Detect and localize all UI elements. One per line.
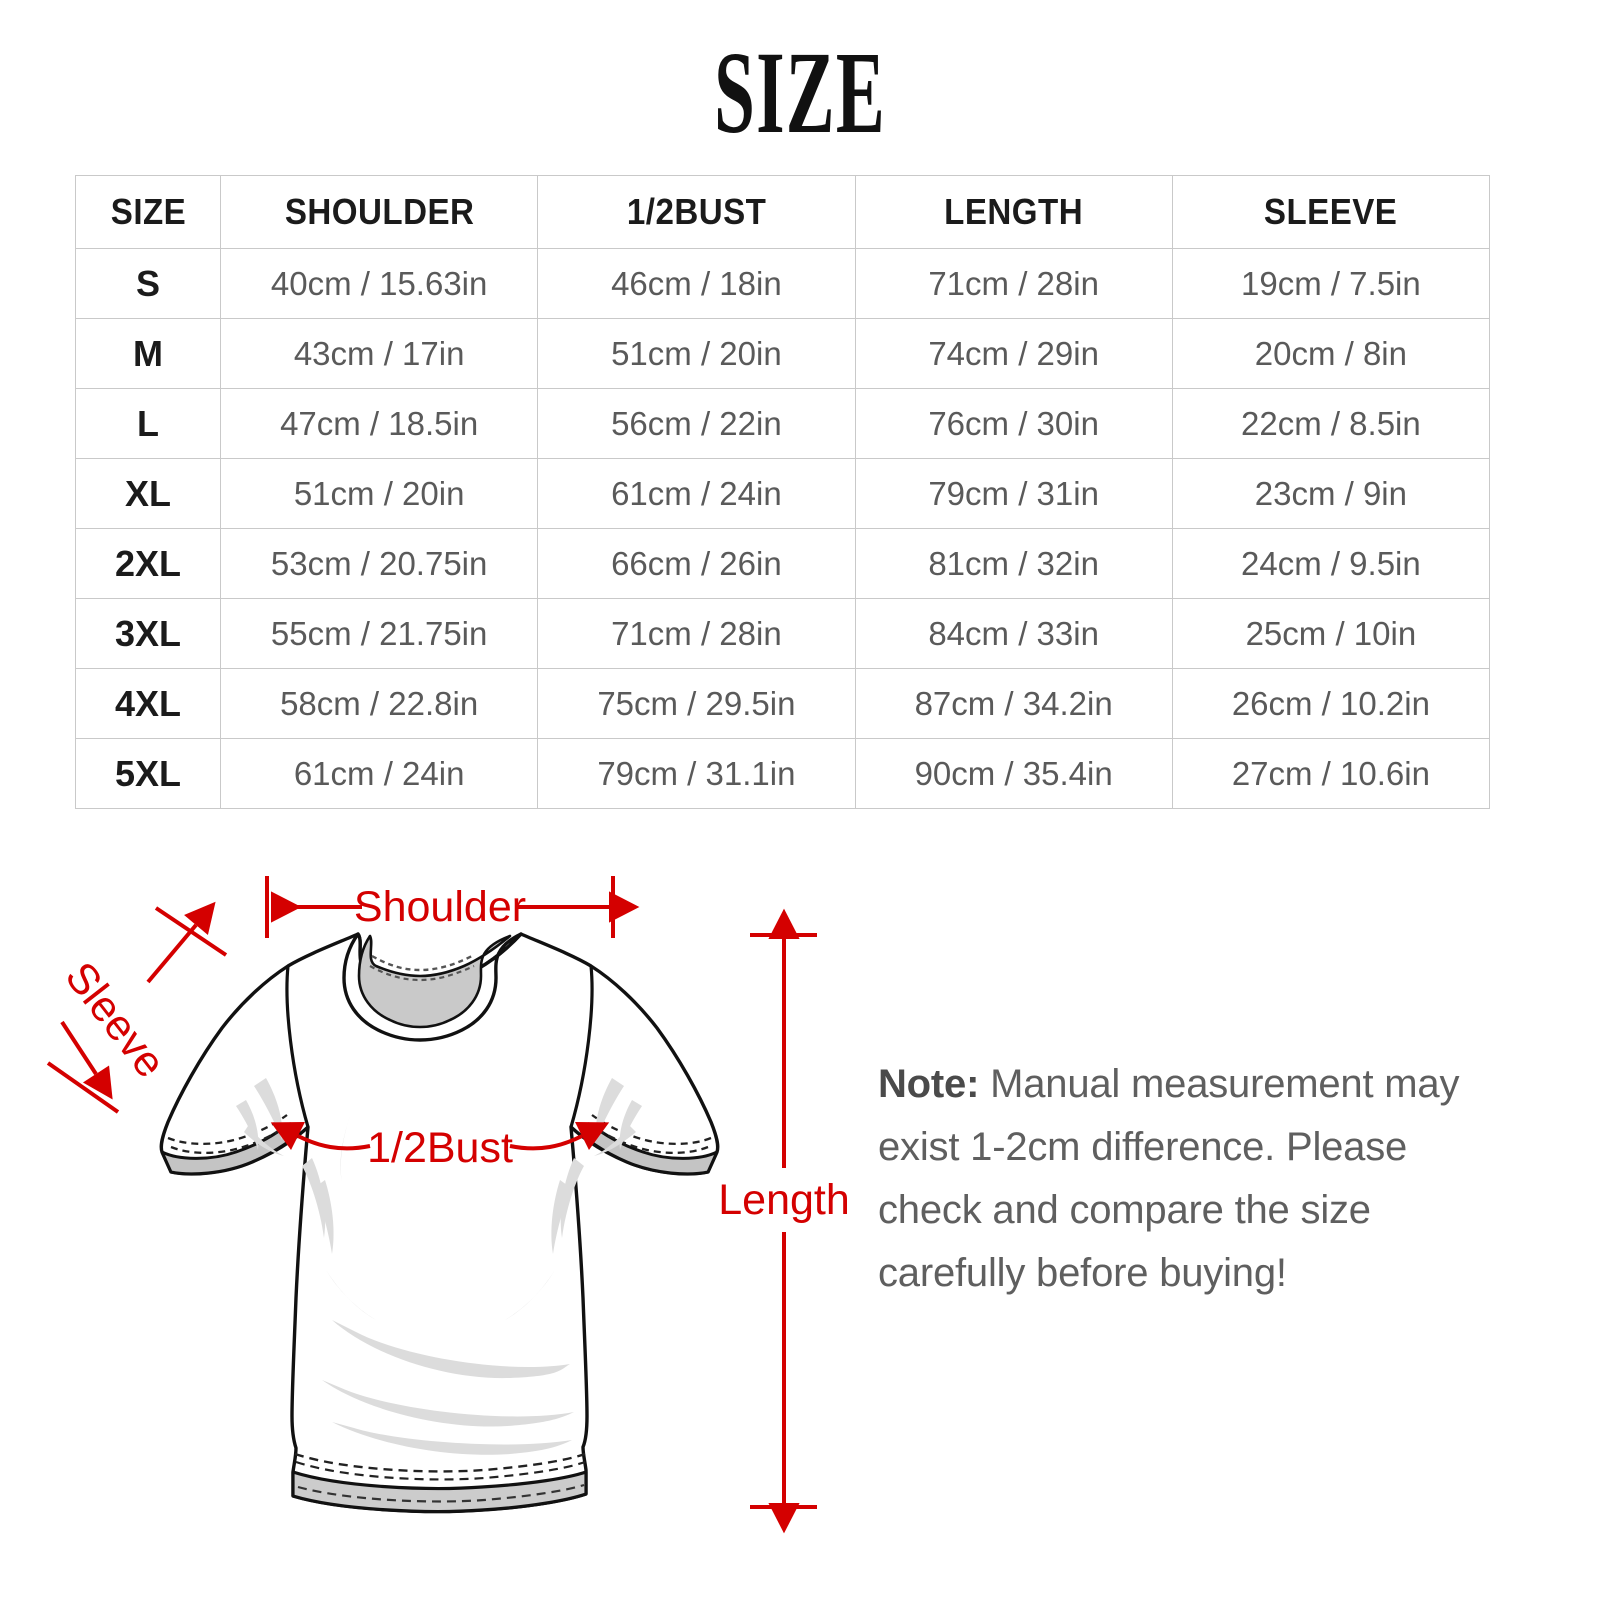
- bust-value: 46cm / 18in: [537, 248, 856, 319]
- table-row: 5XL 61cm / 24in 79cm / 31.1in 90cm / 35.…: [75, 738, 1491, 809]
- shoulder-value: 58cm / 22.8in: [219, 668, 539, 739]
- table-row: S 40cm / 15.63in 46cm / 18in 71cm / 28in…: [75, 248, 1491, 319]
- bust-value: 56cm / 22in: [537, 388, 856, 459]
- length-value: 84cm / 33in: [854, 598, 1173, 669]
- sleeve-value: 24cm / 9.5in: [1171, 528, 1491, 599]
- bust-value: 61cm / 24in: [537, 458, 856, 529]
- size-label: M: [75, 318, 221, 389]
- table-row: 4XL 58cm / 22.8in 75cm / 29.5in 87cm / 3…: [75, 668, 1491, 739]
- column-header-bust: 1/2BUST: [549, 175, 843, 249]
- bust-label: 1/2Bust: [367, 1124, 513, 1172]
- shoulder-label: Shoulder: [354, 883, 526, 931]
- shoulder-value: 47cm / 18.5in: [219, 388, 539, 459]
- shoulder-value: 53cm / 20.75in: [219, 528, 539, 599]
- length-value: 76cm / 30in: [854, 388, 1173, 459]
- size-label: S: [75, 248, 221, 319]
- shoulder-value: 40cm / 15.63in: [219, 248, 539, 319]
- shoulder-annotation: Shoulder: [265, 876, 640, 938]
- length-value: 71cm / 28in: [854, 248, 1173, 319]
- hem-stitch-1: [294, 1452, 586, 1473]
- note-body: Manual measurement may exist 1-2cm diffe…: [878, 1062, 1460, 1295]
- length-value: 81cm / 32in: [854, 528, 1173, 599]
- note-prefix: Note:: [878, 1062, 980, 1106]
- page-title: SIZE: [714, 27, 886, 158]
- shoulder-value: 51cm / 20in: [219, 458, 539, 529]
- bust-value: 79cm / 31.1in: [537, 738, 856, 809]
- bust-arrow-right: [509, 1122, 610, 1151]
- sleeve-arrow-down: [60, 1020, 113, 1100]
- sleeve-value: 26cm / 10.2in: [1171, 668, 1491, 739]
- sleeve-tick-lower: [46, 1061, 120, 1114]
- column-header-size: SIZE: [80, 175, 216, 249]
- bust-value: 66cm / 26in: [537, 528, 856, 599]
- table-row: 2XL 53cm / 20.75in 66cm / 26in 81cm / 32…: [75, 528, 1491, 599]
- bust-annotation: 1/2Bust: [270, 1122, 610, 1172]
- table-row: M 43cm / 17in 51cm / 20in 74cm / 29in 20…: [75, 318, 1491, 389]
- shoulder-value: 61cm / 24in: [219, 738, 539, 809]
- length-value: 74cm / 29in: [854, 318, 1173, 389]
- table-row: XL 51cm / 20in 61cm / 24in 79cm / 31in 2…: [75, 458, 1491, 529]
- sleeve-value: 23cm / 9in: [1171, 458, 1491, 529]
- size-table-container: SIZE SHOULDER 1/2BUST LENGTH SLEEVE S 40…: [75, 175, 1491, 809]
- collar-inner-shade: [357, 934, 512, 1029]
- bust-arrow-left: [270, 1122, 371, 1151]
- column-header-sleeve: SLEEVE: [1184, 175, 1478, 249]
- hem-shade: [291, 1470, 588, 1514]
- length-annotation: Length: [718, 908, 850, 1534]
- size-label: XL: [75, 458, 221, 529]
- sleeve-value: 19cm / 7.5in: [1171, 248, 1491, 319]
- bust-value: 75cm / 29.5in: [537, 668, 856, 739]
- table-header-row: SIZE SHOULDER 1/2BUST LENGTH SLEEVE: [76, 175, 1490, 249]
- sleeve-seam-left: [285, 965, 310, 1128]
- hem-stitch-2: [295, 1460, 586, 1481]
- sleeve-seam-right: [569, 965, 594, 1128]
- size-label: 2XL: [75, 528, 221, 599]
- bust-value: 71cm / 28in: [537, 598, 856, 669]
- table-row: L 47cm / 18.5in 56cm / 22in 76cm / 30in …: [75, 388, 1491, 459]
- measurement-diagram: Shoulder Sleeve 1/2Bust: [40, 850, 880, 1550]
- column-header-length: LENGTH: [867, 175, 1161, 249]
- size-table: SIZE SHOULDER 1/2BUST LENGTH SLEEVE S 40…: [75, 175, 1491, 809]
- length-value: 79cm / 31in: [854, 458, 1173, 529]
- sleeve-value: 20cm / 8in: [1171, 318, 1491, 389]
- size-label: 3XL: [75, 598, 221, 669]
- table-row: 3XL 55cm / 21.75in 71cm / 28in 84cm / 33…: [75, 598, 1491, 669]
- length-value: 90cm / 35.4in: [854, 738, 1173, 809]
- size-label: L: [75, 388, 221, 459]
- sleeve-value: 22cm / 8.5in: [1171, 388, 1491, 459]
- shoulder-value: 55cm / 21.75in: [219, 598, 539, 669]
- length-label: Length: [718, 1176, 850, 1224]
- column-header-shoulder: SHOULDER: [232, 175, 526, 249]
- sleeve-value: 27cm / 10.6in: [1171, 738, 1491, 809]
- note-text-block: Note: Manual measurement may exist 1-2cm…: [878, 1053, 1498, 1305]
- sleeve-arrow-up: [146, 901, 216, 984]
- shoulder-value: 43cm / 17in: [219, 318, 539, 389]
- hem-stitch-3: [297, 1483, 585, 1503]
- sleeve-value: 25cm / 10in: [1171, 598, 1491, 669]
- size-label: 4XL: [75, 668, 221, 739]
- bust-value: 51cm / 20in: [537, 318, 856, 389]
- length-value: 87cm / 34.2in: [854, 668, 1173, 739]
- tshirt-illustration: [159, 932, 720, 1514]
- size-label: 5XL: [75, 738, 221, 809]
